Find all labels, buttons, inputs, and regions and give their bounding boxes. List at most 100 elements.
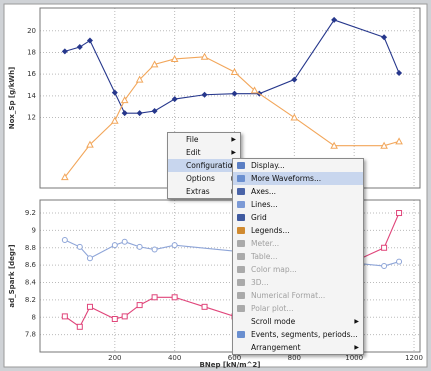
point	[111, 315, 118, 322]
point	[396, 258, 403, 265]
menu-item-label: Extras	[186, 187, 210, 196]
point	[76, 243, 83, 250]
point	[171, 294, 178, 301]
menu-item[interactable]: Extras▶	[168, 185, 240, 198]
y-axis-label: ad_Spark [degr]	[8, 244, 16, 307]
context-menu: File ▶ Edit ▶ Configuration▶Options▶Extras▶	[167, 132, 241, 199]
point	[110, 116, 119, 124]
menu-icon	[237, 175, 245, 182]
menu-item-label: Numerical Format...	[251, 291, 326, 300]
point	[86, 303, 93, 310]
point	[136, 243, 143, 250]
menu-icon	[237, 305, 245, 312]
point	[291, 76, 298, 83]
submenu-arrow: ▶	[354, 318, 359, 325]
menu-item-label: More Waveforms...	[251, 174, 322, 183]
menu-item[interactable]: Axes...	[233, 185, 363, 198]
menu-item[interactable]: Edit ▶	[168, 146, 240, 159]
y-tick-label: 8.8	[25, 244, 36, 252]
point	[151, 108, 158, 115]
point	[76, 44, 83, 51]
y-tick-label: 8.2	[25, 296, 36, 304]
y-tick-label: 9.2	[25, 209, 36, 217]
menu-item-label: Table...	[251, 252, 278, 261]
point	[150, 60, 159, 68]
y-tick-label: 8.4	[25, 279, 37, 287]
point	[395, 137, 403, 145]
point	[171, 96, 178, 103]
point	[201, 91, 208, 98]
menu-item-label: File	[186, 135, 199, 144]
menu-item-label: Scroll mode	[251, 317, 296, 326]
point	[136, 110, 143, 117]
menu-item[interactable]: Events, segments, periods...	[233, 328, 363, 341]
menu-icon	[237, 227, 245, 234]
menu-icon	[237, 279, 245, 286]
menu-item[interactable]: Arrangement ▶	[233, 341, 363, 354]
menu-item[interactable]: Grid	[233, 211, 363, 224]
x-tick-label: 400	[168, 354, 181, 362]
menu-icon	[237, 253, 245, 260]
menu-item-label: Color map...	[251, 265, 297, 274]
menu-item-label: Events, segments, periods...	[251, 330, 358, 339]
point	[61, 236, 68, 243]
y-tick-label: 16	[27, 70, 36, 78]
menu-item-label: Polar plot...	[251, 304, 294, 313]
menu-item[interactable]: Configuration▶	[168, 159, 240, 172]
menu-item[interactable]: Options▶	[168, 172, 240, 185]
x-tick-label: 600	[228, 354, 241, 362]
point	[86, 140, 94, 148]
menu-icon	[237, 331, 245, 338]
point	[250, 86, 259, 94]
menu-item[interactable]: More Waveforms...	[233, 172, 363, 185]
menu-icon	[237, 214, 245, 221]
point	[60, 173, 69, 181]
point	[136, 302, 143, 309]
point	[200, 52, 209, 60]
point	[111, 242, 118, 249]
point	[61, 48, 68, 55]
point	[331, 16, 338, 23]
menu-item: Color map...	[233, 263, 363, 276]
y-tick-label: 9	[32, 226, 36, 234]
menu-item[interactable]: Display...	[233, 159, 363, 172]
point	[111, 89, 118, 96]
point	[151, 246, 158, 253]
x-tick-label: 800	[288, 354, 301, 362]
point	[396, 210, 403, 217]
menu-item[interactable]: File ▶	[168, 133, 240, 146]
menu-icon	[237, 188, 245, 195]
series-line	[64, 56, 400, 178]
y-tick-label: 8	[32, 313, 36, 321]
point	[76, 323, 83, 330]
submenu: Display... More Waveforms... Axes... Lines.…	[232, 158, 364, 355]
point	[330, 141, 338, 149]
menu-item: 3D...	[233, 276, 363, 289]
point	[290, 113, 299, 121]
point	[381, 244, 388, 251]
menu-item: Polar plot...	[233, 302, 363, 315]
y-tick-label: 20	[27, 27, 36, 35]
submenu-arrow: ▶	[231, 136, 236, 143]
menu-item-label: Edit	[186, 148, 201, 157]
point	[86, 37, 93, 44]
menu-item-label: Legends...	[251, 226, 290, 235]
point	[230, 67, 239, 75]
menu-item-label: Configuration	[186, 161, 237, 170]
y-tick-label: 7.8	[25, 331, 36, 339]
point	[120, 96, 129, 104]
menu-icon	[237, 266, 245, 273]
menu-item-label: Meter...	[251, 239, 280, 248]
menu-item[interactable]: Scroll mode ▶	[233, 315, 363, 328]
point	[396, 70, 403, 77]
x-tick-label: 1000	[345, 354, 363, 362]
point	[381, 34, 388, 41]
menu-item[interactable]: Lines...	[233, 198, 363, 211]
menu-item[interactable]: Legends...	[233, 224, 363, 237]
menu-item-label: 3D...	[251, 278, 269, 287]
point	[380, 141, 388, 149]
y-tick-label: 12	[27, 114, 36, 122]
point	[121, 238, 128, 245]
menu-icon	[237, 162, 245, 169]
